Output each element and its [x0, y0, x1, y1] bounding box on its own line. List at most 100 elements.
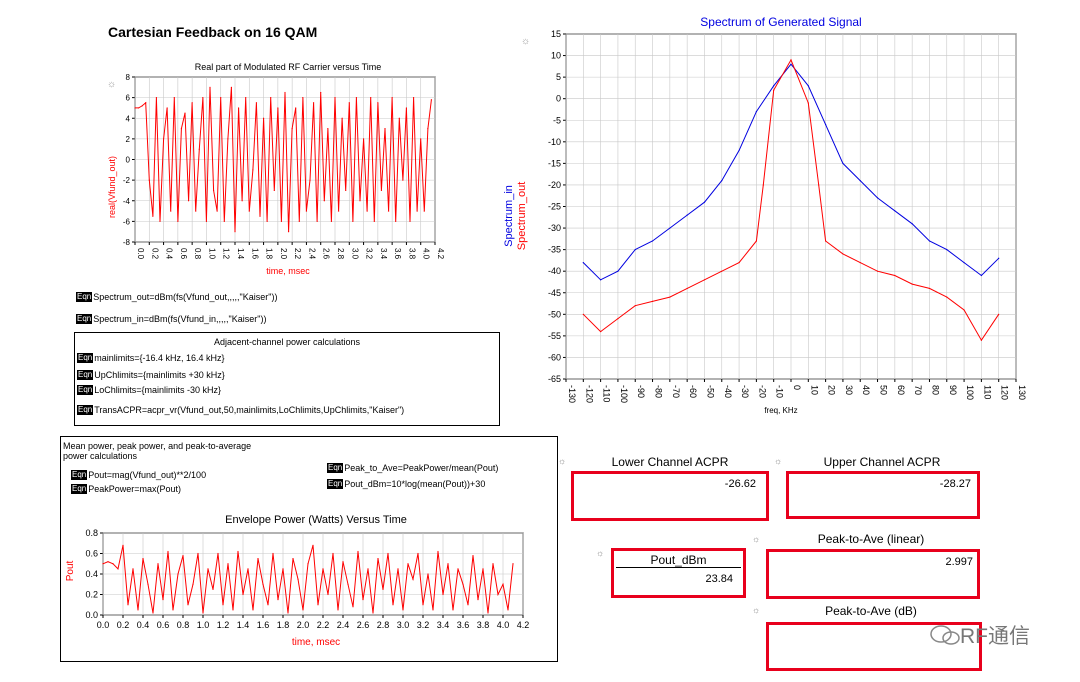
data-point — [132, 568, 134, 570]
data-point — [773, 89, 775, 91]
data-point — [359, 200, 361, 202]
data-point — [266, 220, 268, 222]
eqn-spectrum-in[interactable]: Eqn Spectrum_in=dBm(fs(Vfund_in,,,,,"Kais… — [76, 314, 266, 324]
spectrum-chart[interactable]: Spectrum of Generated Signal ☼ -65-60-55… — [500, 10, 1045, 420]
data-point — [295, 107, 297, 109]
lower-acpr-marker-icon[interactable]: ☼ — [558, 456, 567, 466]
xtick-label: 20 — [827, 385, 837, 395]
xtick-label: 70 — [913, 385, 923, 395]
data-point — [876, 197, 879, 199]
xtick-label: 100 — [965, 385, 975, 400]
eqn-spectrum-out[interactable]: Eqn Spectrum_out=dBm(fs(Vfund_out,,,,,"Ka… — [76, 292, 277, 302]
ytick-label: 0.8 — [85, 528, 98, 538]
data-point — [402, 179, 404, 181]
carrier-chart-xlabel: time, msec — [266, 266, 310, 276]
xtick-label: 3.6 — [457, 620, 470, 630]
series-line-real(Vfund_out) — [135, 87, 432, 232]
data-point — [284, 91, 286, 94]
eqn-tag: Eqn — [327, 463, 344, 473]
xtick-label: 1.0 — [207, 248, 216, 260]
xtick-label: 3.8 — [477, 620, 490, 630]
data-point — [348, 102, 350, 104]
data-point — [134, 107, 136, 109]
xtick-label: 1.4 — [237, 620, 250, 630]
data-point — [157, 563, 159, 565]
eqn-peakpower-text: PeakPower=max(Pout) — [88, 484, 182, 494]
data-point — [402, 609, 404, 611]
pta-lin-box[interactable]: 2.997 — [766, 549, 980, 599]
eqn-pout-dbm[interactable]: Eqn Pout_dBm=10*log(mean(Pout))+30 — [327, 479, 485, 489]
data-point — [167, 550, 169, 553]
data-point — [222, 604, 224, 606]
data-point — [377, 558, 379, 560]
xtick-label: 10 — [809, 385, 819, 395]
data-point — [195, 210, 197, 212]
xtick-label: 0.0 — [97, 620, 110, 630]
data-point — [502, 583, 504, 585]
upper-acpr-box[interactable]: -28.27 — [786, 471, 980, 519]
data-point — [277, 107, 279, 109]
data-point — [202, 612, 204, 614]
eqn-mainlimits[interactable]: Eqn mainlimits={-16.4 kHz, 16.4 kHz} — [77, 353, 225, 363]
watermark: RF通信 — [930, 620, 1030, 650]
eqn-peakpower[interactable]: Eqn PeakPower=max(Pout) — [71, 484, 181, 494]
data-point — [277, 599, 279, 601]
pout-box[interactable]: Pout_dBm 23.84 — [611, 548, 746, 598]
carrier-chart-marker-icon[interactable]: ☼ — [107, 79, 116, 90]
data-point — [205, 220, 208, 222]
eqn-transacpr[interactable]: Eqn TransACPR=acpr_vr(Vfund_out,50,mainli… — [77, 405, 404, 415]
pta-db-box[interactable] — [766, 622, 982, 671]
data-point — [582, 261, 584, 264]
eqn-pout[interactable]: Eqn Pout=mag(Vfund_out)**2/100 — [71, 470, 206, 480]
data-point — [721, 180, 723, 182]
data-point — [197, 552, 199, 555]
data-point — [492, 563, 494, 565]
eqn-tag: Eqn — [76, 314, 93, 324]
xtick-label: 0.6 — [157, 620, 170, 630]
upper-acpr-label: Upper Channel ACPR — [823, 455, 941, 469]
data-point — [352, 220, 354, 222]
xtick-label: 90 — [948, 385, 958, 395]
eqn-tag: Eqn — [77, 353, 94, 363]
carrier-chart[interactable]: Real part of Modulated RF Carrier versus… — [85, 55, 455, 280]
data-point — [347, 583, 349, 585]
xtick-label: 2.0 — [297, 620, 310, 630]
data-point — [755, 240, 757, 242]
xtick-label: -20 — [757, 385, 767, 398]
pta-db-marker-icon[interactable]: ☼ — [752, 605, 761, 615]
pout-marker-icon[interactable]: ☼ — [596, 548, 605, 558]
data-point — [818, 184, 820, 186]
data-point — [773, 85, 775, 87]
upper-acpr-marker-icon[interactable]: ☼ — [774, 456, 783, 466]
data-point — [137, 107, 140, 109]
xtick-label: 110 — [982, 385, 992, 399]
data-point — [152, 612, 154, 614]
xtick-label: -60 — [688, 385, 698, 398]
series-line-Pout — [102, 545, 514, 614]
pta-lin-marker-icon[interactable]: ☼ — [752, 534, 761, 544]
data-point — [362, 138, 365, 140]
xtick-label: 3.4 — [379, 248, 388, 260]
data-point — [382, 588, 384, 590]
data-point — [412, 97, 415, 99]
eqn-peak-to-ave[interactable]: Eqn Peak_to_Ave=PeakPower/mean(Pout) — [327, 463, 498, 473]
lower-acpr-value: -26.62 — [724, 478, 756, 490]
pout-label: Pout_dBm — [650, 553, 707, 567]
data-point — [187, 604, 189, 606]
xtick-label: 3.4 — [437, 620, 450, 630]
carrier-chart-title: Real part of Modulated RF Carrier versus… — [195, 62, 382, 72]
xtick-label: 1.4 — [236, 248, 245, 260]
data-point — [738, 149, 740, 152]
eqn-lochlimits[interactable]: Eqn LoChlimits={mainlimits -30 kHz} — [77, 385, 221, 395]
lower-acpr-box[interactable]: -26.62 — [571, 471, 769, 521]
spectrum-chart-title: Spectrum of Generated Signal — [700, 15, 861, 29]
data-point — [337, 210, 340, 212]
eqn-upchlimits[interactable]: Eqn UpChlimits={mainlimits +30 kHz} — [77, 370, 225, 380]
data-point — [177, 220, 179, 222]
xtick-label: 1.8 — [265, 248, 274, 260]
envelope-chart[interactable]: Envelope Power (Watts) Versus Time 0.00.… — [61, 509, 555, 659]
data-point — [173, 97, 175, 99]
envelope-chart-ylabel: Pout — [65, 560, 76, 581]
spectrum-chart-marker-icon[interactable]: ☼ — [521, 36, 530, 47]
data-point — [122, 544, 124, 546]
